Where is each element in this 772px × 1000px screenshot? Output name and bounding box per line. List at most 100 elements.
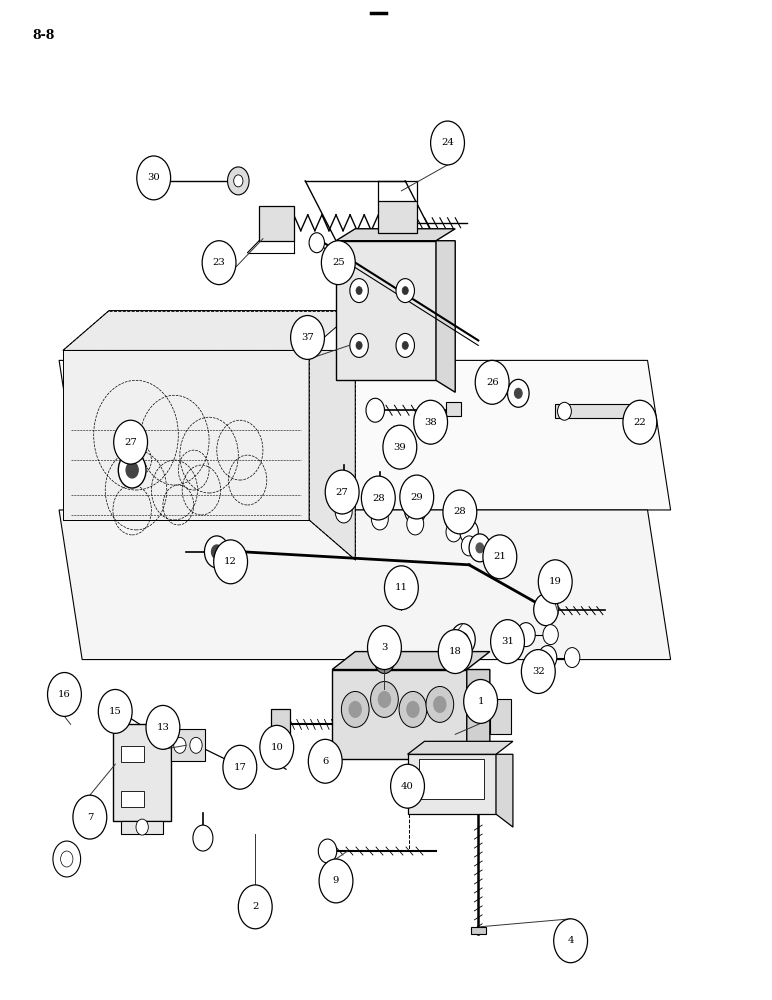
Circle shape	[193, 825, 213, 851]
Polygon shape	[63, 350, 309, 520]
Circle shape	[631, 402, 645, 420]
Text: 10: 10	[270, 743, 283, 752]
Text: 24: 24	[441, 138, 454, 147]
Text: 27: 27	[124, 438, 137, 447]
Polygon shape	[408, 754, 496, 814]
Circle shape	[405, 496, 426, 524]
Circle shape	[333, 484, 354, 512]
Text: 12: 12	[224, 557, 237, 566]
Circle shape	[391, 764, 425, 808]
Polygon shape	[419, 759, 485, 799]
Circle shape	[113, 420, 147, 464]
Polygon shape	[378, 201, 417, 233]
Circle shape	[543, 625, 558, 645]
Circle shape	[367, 626, 401, 670]
Polygon shape	[120, 746, 144, 762]
Polygon shape	[467, 670, 490, 777]
Text: 8-8: 8-8	[32, 29, 55, 42]
Circle shape	[402, 341, 408, 349]
Polygon shape	[496, 754, 513, 827]
Text: 25: 25	[332, 258, 344, 267]
Text: 23: 23	[213, 258, 225, 267]
Circle shape	[371, 681, 398, 717]
Polygon shape	[332, 652, 490, 670]
Circle shape	[407, 701, 419, 717]
Polygon shape	[59, 360, 671, 510]
Polygon shape	[336, 241, 436, 380]
Polygon shape	[259, 206, 293, 241]
Text: 37: 37	[301, 333, 314, 342]
Circle shape	[61, 851, 73, 867]
Circle shape	[136, 819, 148, 835]
Text: 30: 30	[147, 173, 160, 182]
Circle shape	[533, 594, 558, 626]
Circle shape	[554, 919, 587, 963]
Polygon shape	[113, 724, 171, 821]
Polygon shape	[309, 350, 355, 560]
Polygon shape	[555, 404, 648, 418]
Circle shape	[431, 121, 465, 165]
Circle shape	[371, 508, 388, 530]
Circle shape	[462, 536, 477, 556]
Circle shape	[407, 513, 424, 535]
Text: 28: 28	[372, 494, 384, 503]
Circle shape	[469, 534, 491, 562]
Polygon shape	[171, 729, 205, 761]
Circle shape	[137, 156, 171, 200]
Circle shape	[239, 885, 273, 929]
Circle shape	[53, 841, 80, 877]
Circle shape	[443, 490, 477, 534]
Polygon shape	[63, 311, 355, 350]
Circle shape	[375, 499, 384, 511]
Text: 4: 4	[567, 936, 574, 945]
Circle shape	[538, 646, 557, 670]
Circle shape	[446, 522, 462, 542]
Circle shape	[107, 711, 123, 731]
Circle shape	[319, 859, 353, 903]
Circle shape	[451, 624, 476, 656]
Circle shape	[309, 233, 324, 253]
Text: 38: 38	[425, 418, 437, 427]
Text: 3: 3	[381, 643, 388, 652]
Circle shape	[476, 543, 484, 553]
Text: 28: 28	[453, 507, 466, 516]
Circle shape	[374, 648, 394, 674]
Circle shape	[438, 630, 472, 674]
Polygon shape	[120, 821, 163, 834]
Circle shape	[434, 696, 446, 712]
Polygon shape	[271, 709, 290, 737]
Text: 9: 9	[333, 876, 339, 885]
Circle shape	[460, 520, 479, 544]
Circle shape	[383, 425, 417, 469]
Circle shape	[190, 737, 202, 753]
Circle shape	[48, 673, 81, 716]
Circle shape	[321, 241, 355, 285]
Text: 31: 31	[501, 637, 514, 646]
Circle shape	[399, 691, 427, 727]
Circle shape	[538, 560, 572, 604]
Text: 13: 13	[157, 723, 169, 732]
Circle shape	[118, 452, 146, 488]
Polygon shape	[471, 927, 486, 934]
Polygon shape	[446, 402, 462, 416]
Circle shape	[350, 333, 368, 357]
Text: 29: 29	[411, 493, 423, 502]
Circle shape	[623, 400, 657, 444]
Text: 39: 39	[394, 443, 406, 452]
Circle shape	[426, 686, 454, 722]
Text: 18: 18	[449, 647, 462, 656]
Text: 22: 22	[634, 418, 646, 427]
Circle shape	[414, 400, 448, 444]
Circle shape	[109, 702, 127, 726]
Circle shape	[308, 739, 342, 783]
Text: 6: 6	[322, 757, 328, 766]
Polygon shape	[490, 699, 511, 734]
Circle shape	[339, 492, 348, 504]
Polygon shape	[332, 670, 467, 759]
Circle shape	[98, 689, 132, 733]
Circle shape	[335, 501, 352, 523]
Circle shape	[341, 691, 369, 727]
Circle shape	[350, 279, 368, 303]
Text: 1: 1	[477, 697, 484, 706]
Circle shape	[521, 650, 555, 693]
